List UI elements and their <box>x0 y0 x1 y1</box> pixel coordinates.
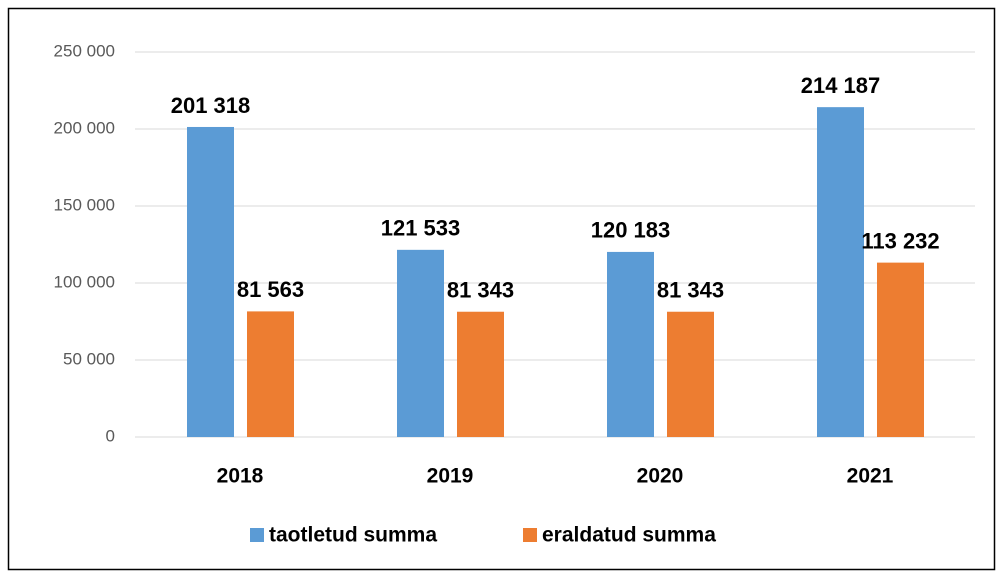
value-label: 81 563 <box>237 277 304 302</box>
legend-label: taotletud summa <box>269 524 437 547</box>
bar <box>247 311 294 437</box>
value-label: 121 533 <box>381 216 461 241</box>
y-tick-label: 200 000 <box>54 118 115 137</box>
y-tick-label: 150 000 <box>54 195 115 214</box>
bar <box>607 251 654 437</box>
value-label: 113 232 <box>861 228 939 253</box>
value-label: 120 183 <box>591 218 671 243</box>
legend-swatch <box>250 528 264 542</box>
value-label: 81 343 <box>447 278 514 303</box>
legend-label: eraldatud summa <box>542 524 716 547</box>
bar <box>457 311 504 437</box>
x-tick-label: 2018 <box>217 465 264 488</box>
y-tick-label: 50 000 <box>63 349 115 368</box>
y-tick-label: 0 <box>106 426 115 445</box>
bar <box>187 126 234 438</box>
y-tick-label: 100 000 <box>54 272 115 291</box>
value-label: 214 187 <box>801 73 881 98</box>
bar <box>817 107 864 437</box>
y-tick-label: 250 000 <box>54 41 115 60</box>
x-tick-label: 2020 <box>637 465 684 488</box>
bar <box>667 311 714 437</box>
x-tick-label: 2021 <box>847 465 894 488</box>
bar <box>877 262 924 437</box>
bar <box>397 249 444 437</box>
value-label: 201 318 <box>171 93 251 118</box>
value-label: 81 343 <box>657 278 724 303</box>
legend-swatch <box>523 528 537 542</box>
x-tick-label: 2019 <box>427 465 474 488</box>
